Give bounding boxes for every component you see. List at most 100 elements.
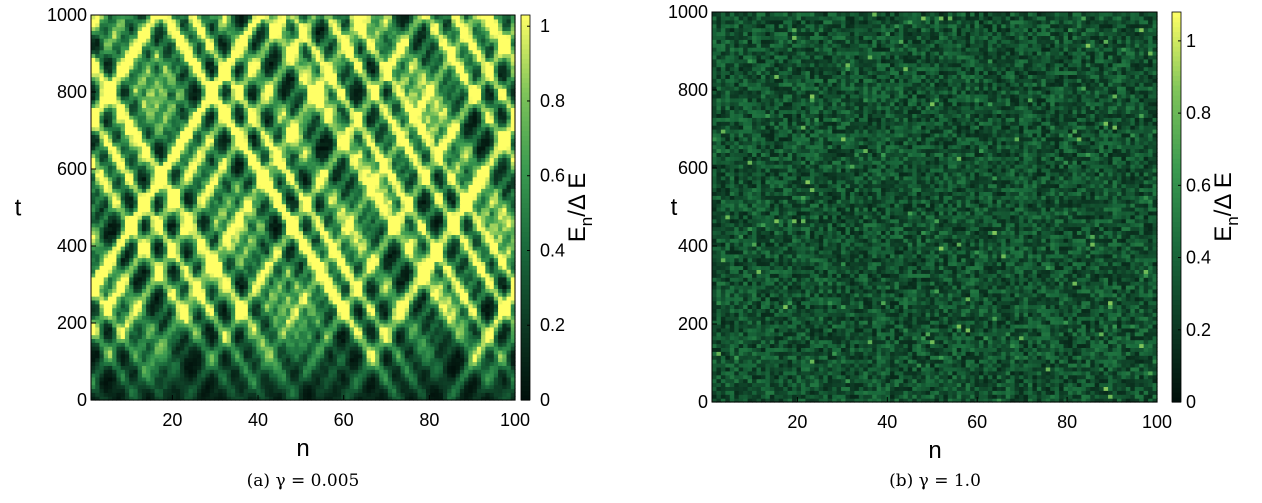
heatmap-cell [197, 296, 202, 300]
heatmap-cell [426, 342, 431, 346]
heatmap-cell [299, 215, 304, 219]
heatmap-cell [299, 250, 304, 254]
heatmap-cell [434, 354, 439, 358]
heatmap-cell [341, 250, 346, 254]
heatmap-cell [502, 350, 507, 354]
heatmap-cell [172, 342, 177, 346]
heatmap-cell [434, 323, 439, 327]
heatmap-cell [231, 308, 236, 312]
heatmap-cell [490, 315, 495, 319]
heatmap-cell [218, 254, 223, 258]
heatmap-cell [180, 208, 185, 212]
heatmap-cell [261, 377, 266, 381]
heatmap-cell [337, 208, 342, 212]
heatmap-cell [409, 292, 414, 296]
heatmap-cell [273, 300, 278, 304]
heatmap-cell [307, 319, 312, 323]
heatmap-cell [99, 385, 104, 389]
heatmap-cell [222, 208, 227, 212]
heatmap-cell [502, 311, 507, 315]
heatmap-cell [426, 377, 431, 381]
heatmap-cell [252, 335, 257, 339]
heatmap-cell [303, 208, 308, 212]
heatmap-cell [494, 327, 499, 331]
heatmap-cell [142, 281, 147, 285]
heatmap-cell [341, 338, 346, 342]
heatmap-cell [413, 373, 418, 377]
heatmap-cell [490, 335, 495, 339]
heatmap-cell [371, 315, 376, 319]
heatmap-cell [125, 231, 130, 235]
heatmap-cell [256, 231, 261, 235]
heatmap-cell [269, 285, 274, 289]
heatmap-cell [172, 281, 177, 285]
heatmap-cell [155, 258, 160, 262]
heatmap-cell [129, 323, 134, 327]
heatmap-cell [129, 231, 134, 235]
heatmap-cell [261, 250, 266, 254]
heatmap-cell [91, 231, 96, 235]
heatmap-cell [477, 227, 482, 231]
heatmap-cell [163, 342, 168, 346]
heatmap-cell [180, 269, 185, 273]
heatmap-cell [507, 315, 512, 319]
heatmap-cell [256, 242, 261, 246]
heatmap-cell [278, 292, 283, 296]
heatmap-cell [214, 273, 219, 277]
heatmap-cell [409, 373, 414, 377]
heatmap-cell [282, 246, 287, 250]
heatmap-cell [227, 346, 232, 350]
heatmap-cell [108, 304, 113, 308]
heatmap-cell [341, 261, 346, 265]
heatmap-cell [193, 250, 198, 254]
heatmap-cell [193, 354, 198, 358]
heatmap-cell [269, 338, 274, 342]
heatmap-cell [409, 277, 414, 281]
heatmap-cell [172, 338, 177, 342]
heatmap-cell [282, 223, 287, 227]
heatmap-cell [252, 273, 257, 277]
heatmap-cell [256, 377, 261, 381]
heatmap-cell [439, 304, 444, 308]
heatmap-cell [286, 219, 291, 223]
heatmap-cell [413, 208, 418, 212]
heatmap-cell [235, 234, 240, 238]
heatmap-cell [439, 242, 444, 246]
heatmap-cell [485, 308, 490, 312]
heatmap-cell [133, 231, 138, 235]
heatmap-cell [384, 369, 389, 373]
heatmap-cell [146, 369, 151, 373]
heatmap-cell [138, 319, 143, 323]
heatmap-cell [490, 296, 495, 300]
heatmap-cell [316, 208, 321, 212]
heatmap-cell [324, 323, 329, 327]
heatmap-cell [464, 373, 469, 377]
heatmap-cell [358, 315, 363, 319]
heatmap-cell [371, 223, 376, 227]
heatmap-cell [159, 331, 164, 335]
heatmap-cell [222, 354, 227, 358]
heatmap-cell [227, 269, 232, 273]
heatmap-cell [205, 261, 210, 265]
heatmap-cell [214, 231, 219, 235]
heatmap-cell [116, 327, 121, 331]
heatmap-cell [354, 381, 359, 385]
heatmap-cell [256, 292, 261, 296]
heatmap-cell [384, 238, 389, 242]
heatmap-cell [307, 335, 312, 339]
heatmap-cell [324, 234, 329, 238]
heatmap-cell [286, 377, 291, 381]
heatmap-cell [299, 311, 304, 315]
heatmap-cell [430, 362, 435, 366]
heatmap-cell [116, 388, 121, 392]
heatmap-cell [265, 373, 270, 377]
heatmap-cell [324, 315, 329, 319]
heatmap-cell [197, 231, 202, 235]
heatmap-cell [189, 281, 194, 285]
heatmap-cell [99, 304, 104, 308]
heatmap-cell [384, 377, 389, 381]
heatmap-cell [193, 254, 198, 258]
heatmap-cell [507, 377, 512, 381]
heatmap-cell [367, 273, 372, 277]
heatmap-cell [146, 250, 151, 254]
